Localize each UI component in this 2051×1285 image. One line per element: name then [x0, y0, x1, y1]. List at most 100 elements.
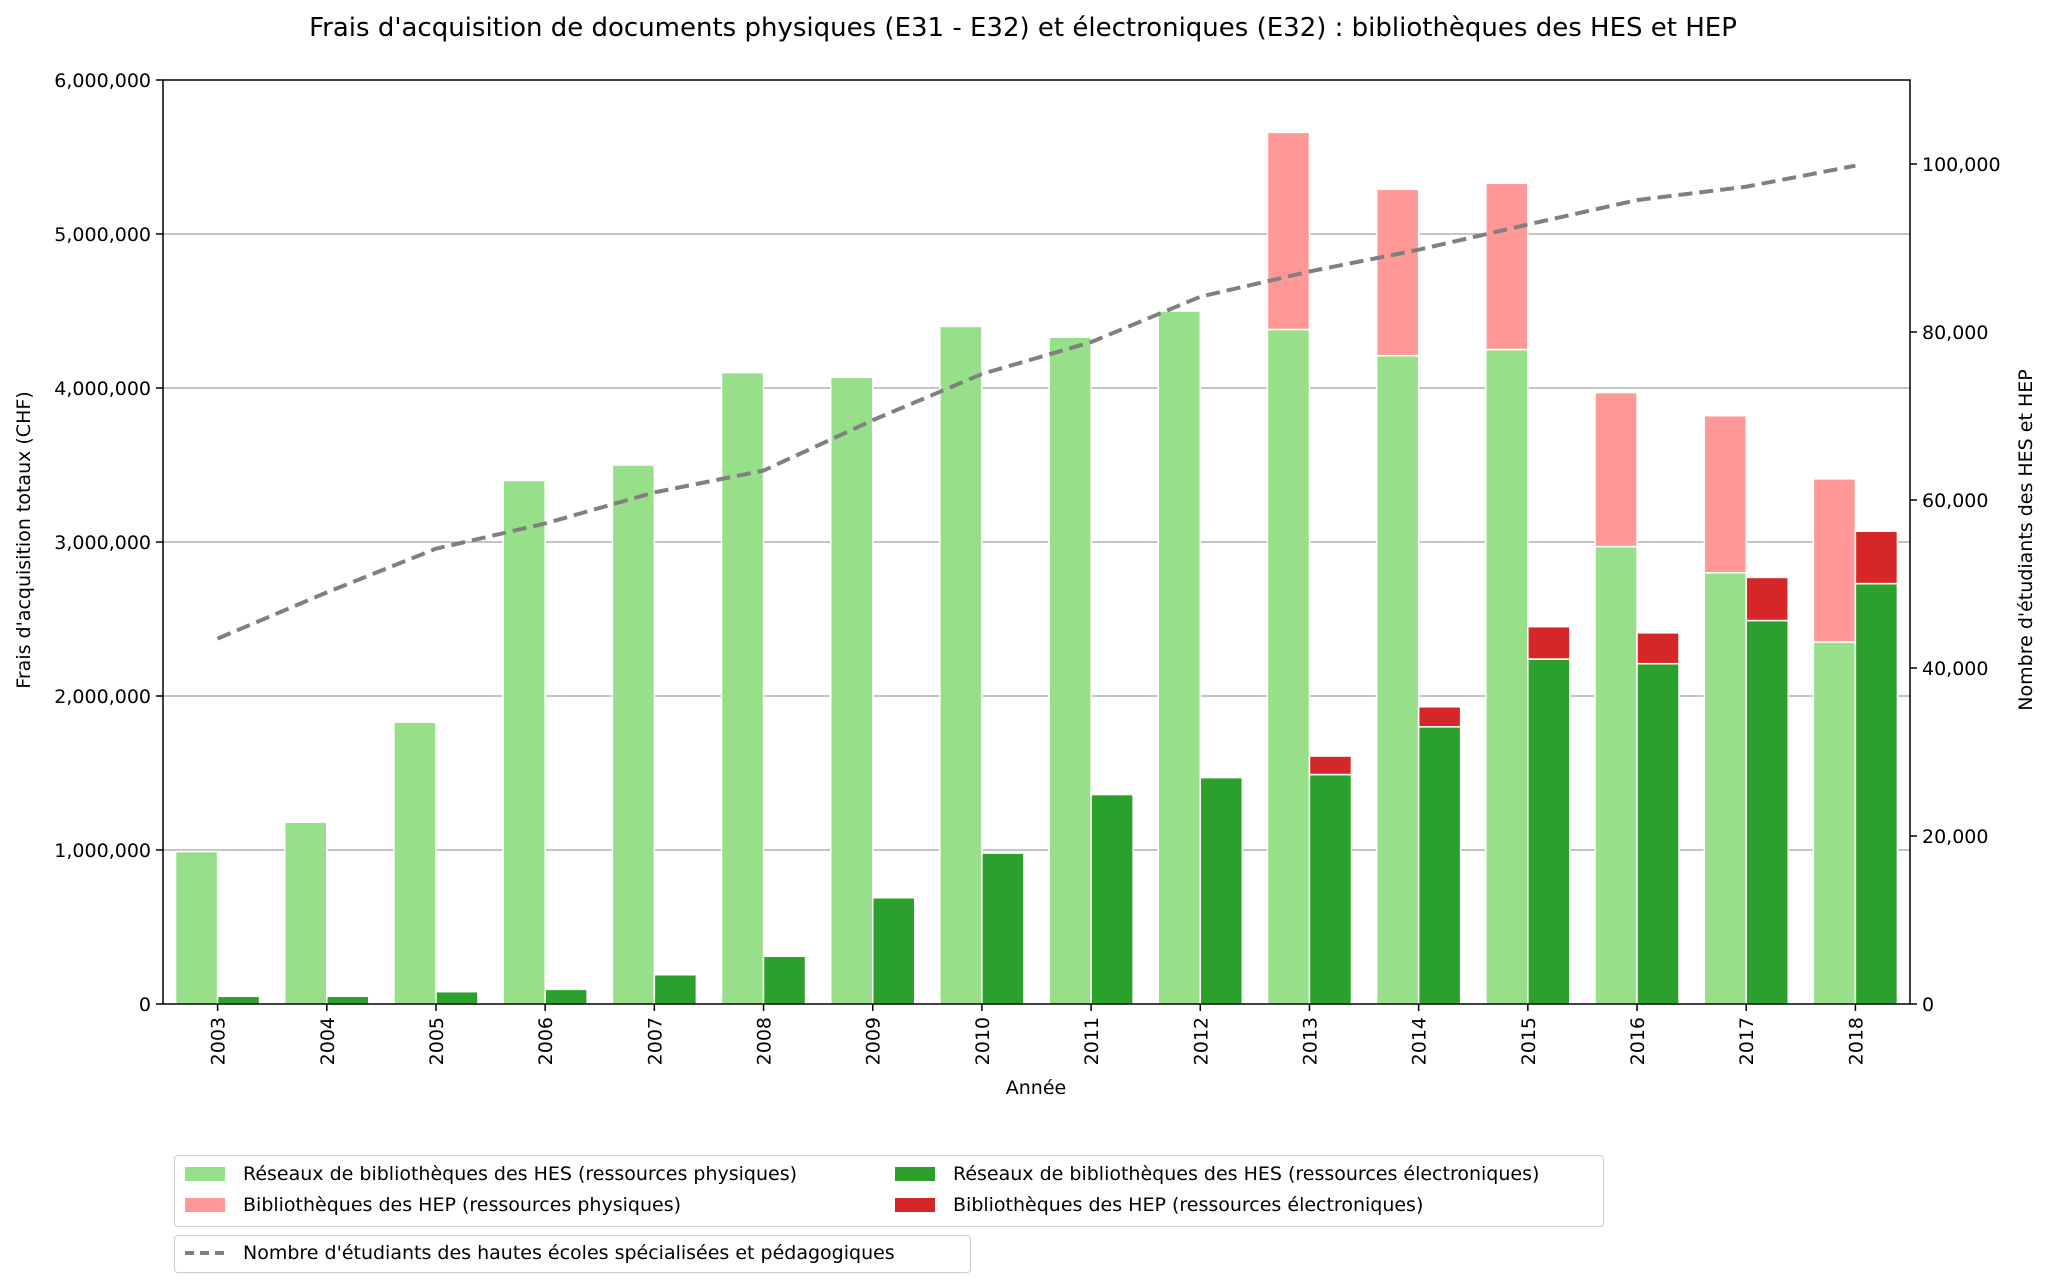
legend-label: Bibliothèques des HEP (ressources physiq…: [243, 1194, 682, 1216]
bar: [939, 325, 983, 1005]
legend-swatch: [185, 1198, 225, 1212]
x-tick-label: 2015: [1518, 1017, 1540, 1065]
bar: [1485, 348, 1529, 1005]
bar: [871, 896, 916, 1005]
legend-swatch-dashed: [185, 1246, 225, 1260]
legend-item-students: Nombre d'étudiants des hautes écoles spé…: [185, 1242, 895, 1264]
bar: [653, 973, 698, 1005]
x-tick-label: 2007: [644, 1017, 666, 1065]
x-tick-label: 2011: [1081, 1017, 1103, 1065]
student-line-path: [216, 163, 1856, 641]
legend-item-hes-physiques: Réseaux de bibliothèques des HES (ressou…: [185, 1163, 797, 1185]
x-tick-label: 2018: [1845, 1017, 1867, 1065]
bar: [1745, 619, 1789, 1005]
x-tick-label: 2016: [1627, 1017, 1649, 1065]
legend-item-hep-physiques: Bibliothèques des HEP (ressources physiq…: [185, 1194, 681, 1216]
bar: [1812, 478, 1857, 643]
x-tick-label: 2014: [1409, 1017, 1431, 1065]
legend-label: Bibliothèques des HEP (ressources électr…: [953, 1194, 1424, 1216]
y-axis-right-ticks: 0 20,000 40,000 60,000 80,000 100,000: [1910, 154, 2001, 1016]
bar: [284, 821, 328, 1005]
bar: [720, 371, 765, 1005]
bar: [1703, 414, 1747, 574]
legend-label: Réseaux de bibliothèques des HES (ressou…: [243, 1163, 798, 1185]
bar: [1157, 310, 1202, 1005]
bar: [502, 479, 546, 1005]
bar: [1594, 391, 1638, 548]
bar: [1199, 776, 1244, 1005]
y-right-tick-label: 0: [1922, 994, 1934, 1016]
bar: [174, 850, 219, 1005]
bar: [1527, 658, 1571, 1005]
bar: [981, 852, 1025, 1005]
legend-bars: Réseaux de bibliothèques des HES (ressou…: [174, 1155, 1604, 1227]
y-left-tick-label: 5,000,000: [54, 224, 151, 246]
legend-swatch: [895, 1198, 935, 1212]
bar: [393, 721, 437, 1005]
y-right-tick-label: 100,000: [1922, 154, 2001, 176]
bar: [1048, 336, 1092, 1005]
bar: [326, 995, 370, 1005]
x-tick-label: 2005: [426, 1017, 448, 1065]
x-tick-label: 2008: [754, 1017, 776, 1065]
bar: [1636, 662, 1680, 1005]
bar: [1703, 572, 1747, 1005]
y-right-tick-label: 80,000: [1922, 322, 1988, 344]
bar: [1266, 131, 1311, 331]
x-tick-label: 2017: [1736, 1017, 1758, 1065]
bar: [611, 464, 656, 1005]
bar: [1308, 755, 1353, 776]
bar: [1527, 625, 1571, 660]
y-left-tick-label: 0: [139, 994, 151, 1016]
bar: [1417, 726, 1462, 1005]
legend-label: Réseaux de bibliothèques des HES (ressou…: [953, 1163, 1540, 1185]
bar: [544, 988, 588, 1005]
y-left-tick-label: 2,000,000: [54, 686, 151, 708]
student-line: [216, 163, 1856, 641]
bar: [1308, 773, 1353, 1005]
y-left-tick-label: 4,000,000: [54, 378, 151, 400]
legend-line: Nombre d'étudiants des hautes écoles spé…: [174, 1235, 971, 1273]
bar: [216, 995, 261, 1005]
legend-swatch: [895, 1167, 935, 1181]
y-axis-left-ticks: 0 1,000,000 2,000,000 3,000,000 4,000,000 5,0…: [54, 70, 163, 1016]
bar: [1745, 576, 1789, 622]
bar: [829, 376, 874, 1005]
bar: [435, 990, 479, 1005]
x-tick-label: 2009: [863, 1017, 885, 1065]
bar: [1375, 354, 1420, 1005]
x-tick-label: 2010: [972, 1017, 994, 1065]
bar: [1417, 706, 1462, 728]
y-right-tick-label: 20,000: [1922, 826, 1988, 848]
bar: [1266, 328, 1311, 1005]
legend-label: Nombre d'étudiants des hautes écoles spé…: [243, 1242, 895, 1264]
bar: [1375, 188, 1420, 357]
bars: [174, 131, 1899, 1005]
legend-swatch: [185, 1167, 225, 1181]
x-tick-label: 2006: [535, 1017, 557, 1065]
bar: [1090, 793, 1134, 1005]
y-axis-left-label: Frais d'acquisition totaux (CHF): [13, 391, 35, 688]
bar: [1485, 182, 1529, 351]
bar: [1636, 632, 1680, 665]
bar: [1854, 530, 1899, 585]
bar: [1854, 582, 1899, 1005]
legend-item-hes-electroniques: Réseaux de bibliothèques des HES (ressou…: [895, 1163, 1539, 1185]
x-tick-label: 2012: [1190, 1017, 1212, 1065]
x-axis-ticks: 2003 2004 2005 2006 2007 2008 2009 2010 2011 2012…: [208, 1004, 1867, 1065]
y-right-tick-label: 40,000: [1922, 658, 1988, 680]
x-tick-label: 2013: [1299, 1017, 1321, 1065]
bar: [1812, 641, 1857, 1005]
y-axis-right-label: Nombre d'étudiants des HES et HEP: [2015, 369, 2037, 710]
legend-item-hep-electroniques: Bibliothèques des HEP (ressources électr…: [895, 1194, 1423, 1216]
x-tick-label: 2004: [317, 1017, 339, 1065]
bar: [1594, 545, 1638, 1005]
y-right-tick-label: 60,000: [1922, 490, 1988, 512]
x-axis-label: Année: [1006, 1077, 1066, 1099]
chart-title: Frais d'acquisition de documents physiqu…: [309, 13, 1737, 43]
y-left-tick-label: 6,000,000: [54, 70, 151, 92]
x-tick-label: 2003: [208, 1017, 230, 1065]
bar: [762, 955, 807, 1005]
y-left-tick-label: 3,000,000: [54, 532, 151, 554]
